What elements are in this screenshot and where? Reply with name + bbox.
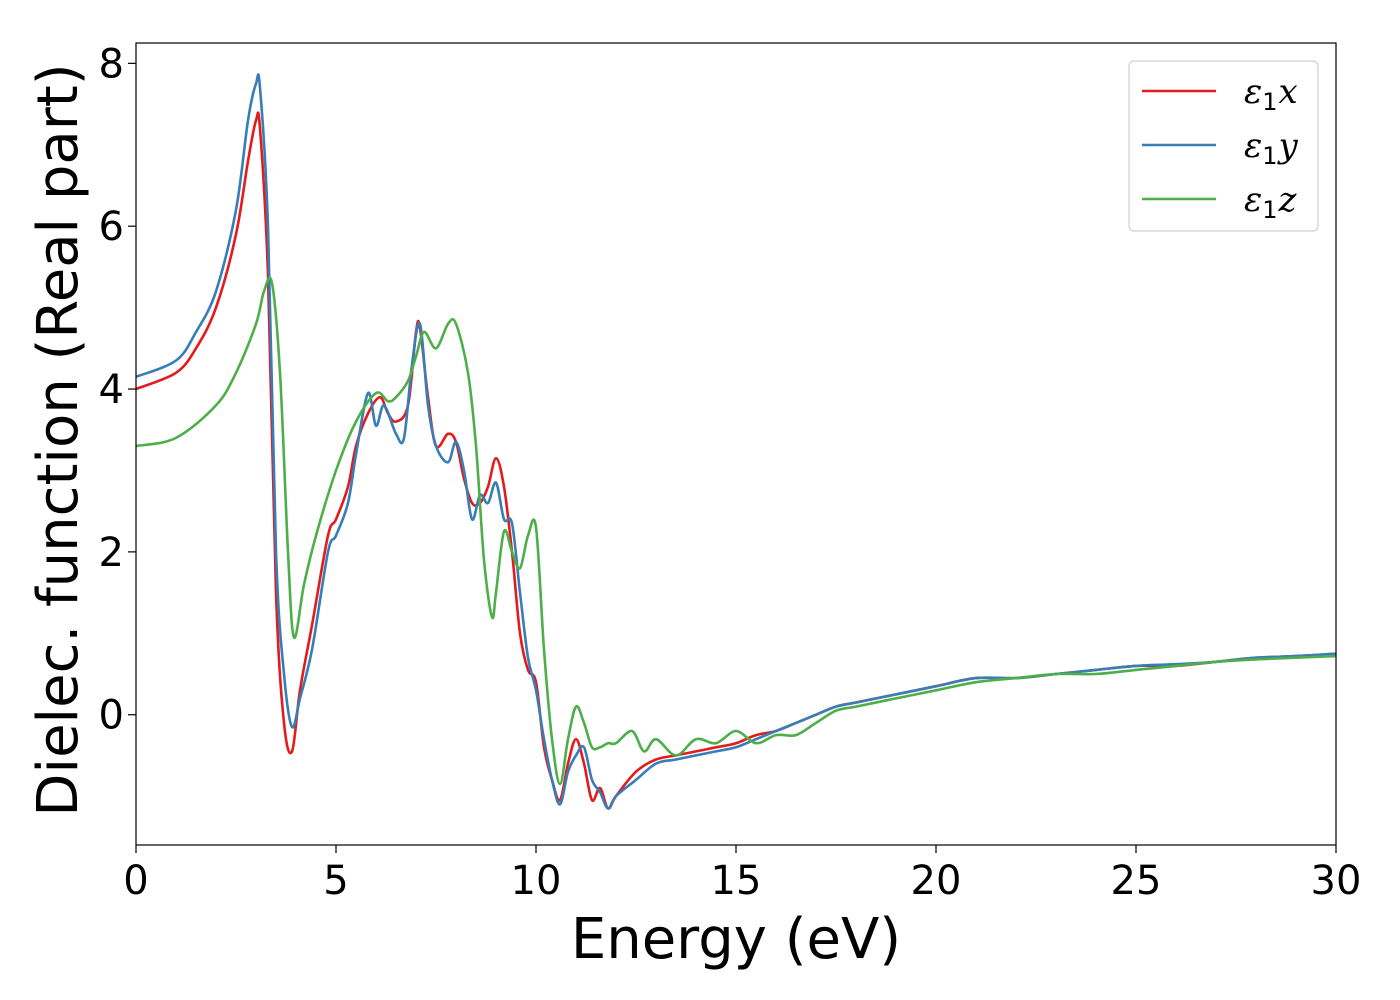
x-axis: 0 5 10 15 20 25 30 — [123, 845, 1361, 904]
x-tick-label: 10 — [511, 858, 562, 904]
x-tick-label: 20 — [911, 858, 962, 904]
x-tick-label: 15 — [711, 858, 762, 904]
legend-label: ε1z — [1244, 180, 1298, 224]
x-tick-label: 30 — [1311, 858, 1362, 904]
y-tick-label: 2 — [99, 530, 124, 576]
y-axis: 0 2 4 6 8 — [99, 41, 136, 739]
y-tick-label: 8 — [99, 41, 124, 87]
series-line-2 — [136, 73, 1336, 810]
legend-box — [1128, 60, 1319, 232]
y-tick-label: 4 — [99, 367, 124, 413]
series-layer — [136, 73, 1336, 810]
series-line-3 — [136, 276, 1336, 786]
x-tick-label: 0 — [123, 858, 148, 904]
y-tick-label: 6 — [99, 204, 124, 250]
legend-label: ε1x — [1244, 72, 1298, 116]
legend: ε1x ε1y ε1z — [1128, 60, 1319, 232]
legend-label: ε1y — [1244, 126, 1299, 170]
x-tick-label: 25 — [1111, 858, 1162, 904]
x-tick-label: 5 — [323, 858, 348, 904]
y-tick-label: 0 — [99, 693, 124, 739]
x-axis-label: Energy (eV) — [571, 907, 901, 972]
y-axis-label: Dielec. function (Real part) — [26, 63, 91, 816]
